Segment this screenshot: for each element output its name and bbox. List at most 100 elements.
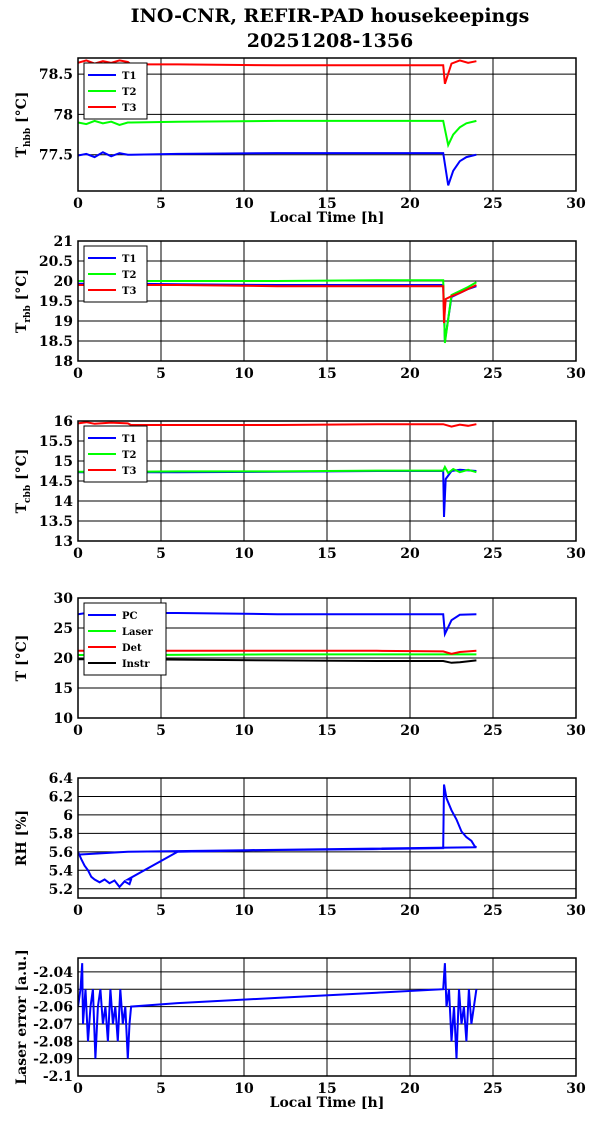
x-tick-label: 30 <box>566 903 586 919</box>
y-tick-label: 21 <box>54 234 73 250</box>
plot-frame <box>77 420 577 542</box>
legend-label: T1 <box>122 71 136 82</box>
series-line-t3 <box>78 421 477 428</box>
x-tick-label: 25 <box>483 723 502 739</box>
y-tick-label: 5.8 <box>49 826 73 842</box>
legend: PC Laser Det Instr <box>83 602 167 676</box>
legend-label: Instr <box>122 659 150 670</box>
legend: T1 T2 T3 <box>83 62 148 120</box>
series-line-t3 <box>78 284 477 324</box>
y-tick-label: 6.2 <box>49 789 73 805</box>
chart-panel-2: 18 18.5 19 19.5 20 20.5 21 0 5 10 15 20 25 30 Trbb [°C… <box>14 234 586 382</box>
y-tick-label: 25 <box>54 621 73 637</box>
y-tick-label: 19.5 <box>39 294 73 310</box>
x-tick-label: 30 <box>566 1081 586 1097</box>
x-tick-label: 15 <box>317 196 336 212</box>
y-tick-label: 18 <box>54 354 73 370</box>
x-tick-label: 5 <box>156 366 166 382</box>
y-tick-label: 19 <box>54 314 73 330</box>
x-tick-label: 30 <box>566 546 586 562</box>
x-tick-label: 20 <box>400 546 420 562</box>
y-tick-label: 20.5 <box>39 254 73 270</box>
x-tick-label: 5 <box>156 546 166 562</box>
chart-panel-1: 77.5 78 78.5 0 5 10 15 20 25 30 Local Time [h] Thbb… <box>14 57 586 226</box>
plot-frame <box>77 57 577 192</box>
plot-frame <box>77 240 577 362</box>
legend: T1 T2 T3 <box>83 425 148 483</box>
x-tick-label: 0 <box>73 723 83 739</box>
y-tick-label: 6 <box>63 808 73 824</box>
x-tick-label: 20 <box>400 903 420 919</box>
legend-label: T3 <box>122 466 136 477</box>
y-tick-label: -2.08 <box>33 1034 73 1050</box>
x-tick-label: 15 <box>317 366 336 382</box>
figure-title-line1: INO-CNR, REFIR-PAD housekeepings <box>131 5 530 27</box>
y-tick-label: 5.4 <box>49 863 74 879</box>
chart-panel-4: 10 15 20 25 30 0 5 10 15 20 25 30 T [°C] PC Laser Det In… <box>14 591 586 739</box>
x-tick-label: 10 <box>234 903 254 919</box>
legend: T1 T2 T3 <box>83 245 148 303</box>
y-tick-label: 30 <box>54 591 74 607</box>
y-tick-label: -2.07 <box>33 1017 73 1033</box>
plot-frame <box>77 957 577 1077</box>
x-tick-label: 25 <box>483 366 502 382</box>
x-tick-label: 15 <box>317 1081 336 1097</box>
legend-label: Det <box>122 643 142 654</box>
legend-label: T2 <box>122 450 136 461</box>
y-axis-label: Laser error [a.u.] <box>14 949 30 1084</box>
y-tick-label: 13.5 <box>39 514 73 530</box>
y-tick-label: 18.5 <box>39 334 73 350</box>
series-line-t2 <box>78 119 477 149</box>
y-tick-label: 20 <box>54 651 74 667</box>
x-tick-label: 30 <box>566 723 586 739</box>
y-tick-label: 15 <box>54 454 73 470</box>
chart-panel-3: 13 13.5 14 14.5 15 15.5 16 0 5 10 15 20 25 30 Tcbb [°C… <box>14 414 586 562</box>
y-tick-label: 10 <box>54 711 74 727</box>
series-line-t2 <box>78 464 477 475</box>
y-tick-label: 14 <box>54 494 74 510</box>
x-tick-label: 5 <box>156 903 166 919</box>
y-tick-label: 16 <box>54 414 73 430</box>
y-tick-label: 78 <box>54 107 73 123</box>
x-axis-label: Local Time [h] <box>270 1095 385 1111</box>
y-tick-label: 15 <box>54 681 73 697</box>
x-tick-label: 10 <box>234 723 254 739</box>
legend-label: T3 <box>122 103 136 114</box>
x-tick-label: 5 <box>156 196 166 212</box>
series-line-t2 <box>78 279 477 344</box>
y-tick-label: 15.5 <box>39 434 73 450</box>
series-line-t3 <box>78 59 477 85</box>
x-tick-label: 0 <box>73 903 83 919</box>
legend-label: T1 <box>122 254 136 265</box>
x-tick-label: 5 <box>156 723 166 739</box>
x-tick-label: 0 <box>73 196 83 212</box>
legend-label: Laser <box>122 627 154 638</box>
legend-label: T2 <box>122 87 136 98</box>
y-axis-label: Tcbb [°C] <box>14 449 33 514</box>
y-tick-label: 14.5 <box>39 474 73 490</box>
plot-frame <box>77 597 577 719</box>
series-line-data <box>78 784 477 889</box>
y-axis-label: Trbb [°C] <box>14 269 33 333</box>
x-tick-label: 15 <box>317 723 336 739</box>
x-tick-label: 0 <box>73 546 83 562</box>
y-axis-label: Thbb [°C] <box>14 92 33 158</box>
x-tick-label: 10 <box>234 196 254 212</box>
y-tick-label: -2.09 <box>33 1052 73 1068</box>
x-tick-label: 25 <box>483 196 502 212</box>
legend-label: T3 <box>122 286 136 297</box>
x-tick-label: 30 <box>566 196 586 212</box>
chart-panel-6: -2.1-2.09 -2.08-2.07-2.06 -2.05-2.04 0 5 10 15… <box>14 949 586 1111</box>
series-line-data <box>78 963 478 1059</box>
legend-label: PC <box>122 611 138 622</box>
x-tick-label: 25 <box>483 1081 502 1097</box>
y-tick-label: 77.5 <box>39 148 73 164</box>
x-tick-label: 20 <box>400 1081 420 1097</box>
x-axis-label: Local Time [h] <box>270 210 385 226</box>
y-tick-label: 5.6 <box>49 845 73 861</box>
legend-label: T2 <box>122 270 136 281</box>
figure-title-line2: 20251208-1356 <box>247 30 414 52</box>
y-tick-label: 78.5 <box>39 67 73 83</box>
y-axis-label: RH [%] <box>14 810 30 866</box>
